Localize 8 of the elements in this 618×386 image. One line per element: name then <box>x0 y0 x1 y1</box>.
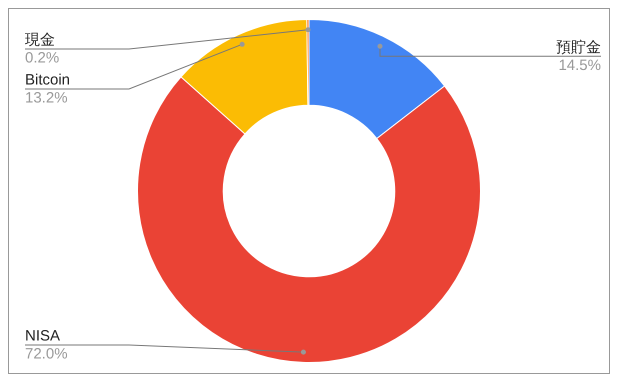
slice-label: 現金 <box>25 32 55 49</box>
data-label: 0.2% <box>25 50 60 67</box>
data-label: 13.2% <box>25 90 68 107</box>
data-label: 14.5% <box>558 56 601 74</box>
slice-label: NISA <box>25 328 60 345</box>
slice-label: 預貯金 <box>556 38 601 56</box>
data-label: 72.0% <box>25 346 68 363</box>
slice-label: Bitcoin <box>25 72 70 89</box>
